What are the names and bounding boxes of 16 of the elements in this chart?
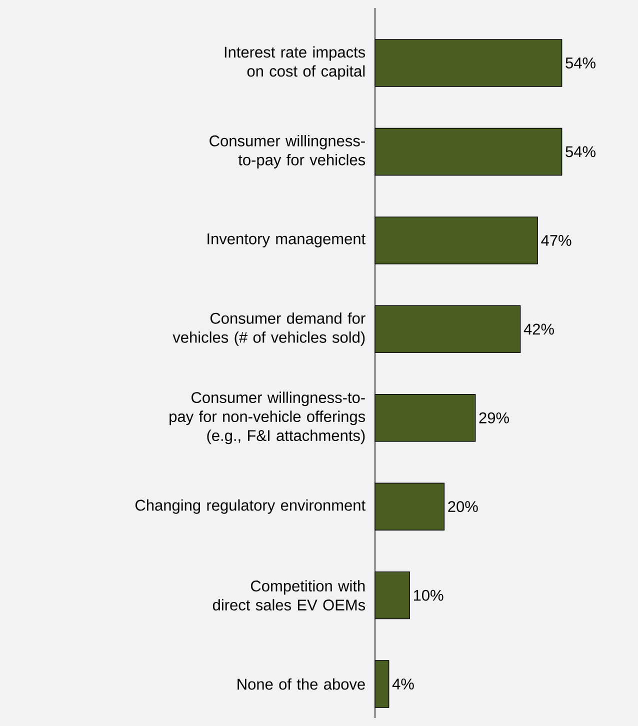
data-label: 29% bbox=[479, 412, 509, 424]
data-label: 20% bbox=[448, 501, 478, 512]
y-tick-label: None of the above bbox=[238, 678, 365, 690]
y-tick-label: Changing regulatory environment bbox=[136, 499, 366, 514]
y-tick-label: Consumer demand for vehicles (# of vehicles sold) bbox=[172, 312, 366, 346]
data-label: 10% bbox=[414, 590, 444, 601]
data-label: 47% bbox=[541, 235, 572, 246]
y-tick-label: Inventory management bbox=[208, 234, 366, 248]
data-label: 4% bbox=[392, 678, 414, 690]
y-tick-label: Consumer willingness-to-pay for vehicles bbox=[210, 135, 366, 168]
data-label: 42% bbox=[524, 324, 554, 335]
y-tick-label: Interest rate impacts on cost of capital bbox=[224, 46, 366, 80]
data-label: 54% bbox=[566, 146, 596, 158]
y-tick-label: Competition with direct sales EV OEMs bbox=[212, 580, 366, 611]
y-tick-label: Consumer willingness-to-pay for non-vehicle offerings (e.g., F&I attachments) bbox=[170, 392, 366, 444]
data-label: 54% bbox=[566, 58, 596, 68]
